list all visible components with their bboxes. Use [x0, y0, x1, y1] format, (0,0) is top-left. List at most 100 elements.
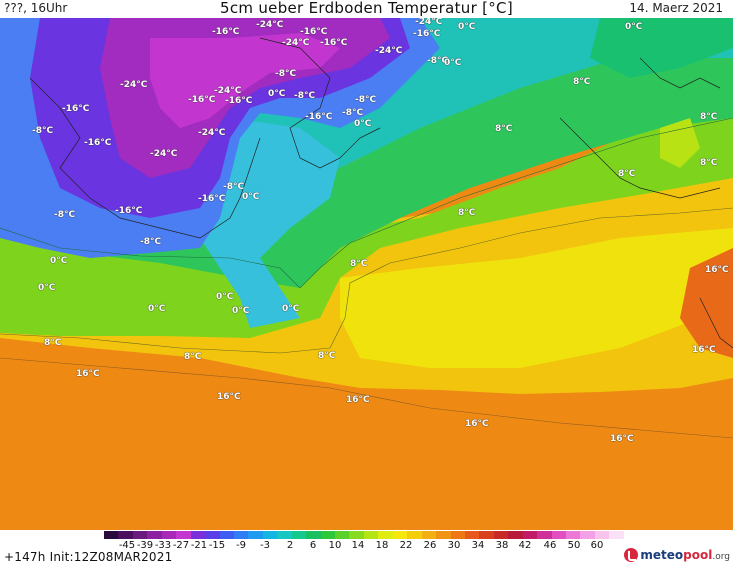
isotherm-label: -24°C: [375, 46, 403, 56]
isotherm-label: 8°C: [458, 208, 476, 218]
colorbar-swatch: [219, 531, 234, 539]
colorbar-swatch: [580, 531, 595, 539]
isotherm-label: 0°C: [354, 119, 372, 129]
meteopool-logo-icon: [624, 548, 639, 562]
colorbar-swatch: [262, 531, 278, 539]
colorbar-swatch: [378, 531, 393, 539]
isotherm-label: -24°C: [282, 38, 310, 48]
colorbar-swatch: [450, 531, 465, 539]
logo-tld: .org: [712, 552, 730, 562]
isotherm-label: 8°C: [573, 77, 591, 87]
colorbar-tick-label: -9: [236, 540, 246, 551]
isotherm-label: -16°C: [212, 27, 240, 37]
colorbar-swatch: [479, 531, 494, 539]
isotherm-label: 16°C: [346, 395, 370, 405]
isotherm-label: -16°C: [413, 29, 441, 39]
colorbar-swatch: [566, 531, 581, 539]
isotherm-label: -24°C: [415, 18, 443, 27]
colorbar-ticks: -45 -39 -33 -27 -21 -15 -9 -3 2 6 10 14 18 22 26 30 34 38…: [104, 540, 632, 552]
colorbar-tick-label: 2: [286, 540, 294, 551]
colorbar-swatch: [407, 531, 422, 539]
logo-brand: meteo: [640, 548, 684, 562]
isotherm-label: -24°C: [150, 149, 178, 159]
temperature-map: -24°C -16°C -16°C -24°C 0°C 0°C -24°C -16°C -16°…: [0, 18, 733, 530]
colorbar-tick-label: 60: [590, 540, 604, 551]
colorbar-swatch: [493, 531, 509, 539]
isotherm-label: 8°C: [318, 351, 336, 361]
isotherm-label: 8°C: [618, 169, 636, 179]
isotherm-label: -8°C: [342, 108, 364, 118]
colorbar-tick-label: 34: [471, 540, 485, 551]
colorbar-tick-label: 50: [567, 540, 581, 551]
colorbar-tick-label: 38: [495, 540, 509, 551]
isotherm-label: -16°C: [198, 194, 226, 204]
valid-date-label: 14. Maerz 2021: [629, 1, 723, 15]
colorbar-swatch: [248, 531, 263, 539]
colorbar-swatch: [205, 531, 220, 539]
isotherm-label: 8°C: [700, 158, 718, 168]
isotherm-label: 16°C: [692, 345, 716, 355]
temperature-field: [0, 18, 733, 530]
isotherm-label: -16°C: [84, 138, 112, 148]
isotherm-label: 0°C: [242, 192, 260, 202]
colorbar-tick-label: 46: [543, 540, 557, 551]
isotherm-label: 0°C: [282, 304, 300, 314]
colorbar-swatch: [132, 531, 148, 539]
map-title: 5cm ueber Erdboden Temperatur [°C]: [220, 0, 513, 17]
colorbar-tick-label: -21: [190, 540, 208, 551]
isotherm-label: -8°C: [32, 126, 54, 136]
isotherm-label: 0°C: [216, 292, 234, 302]
isotherm-label: -8°C: [140, 237, 162, 247]
isotherm-label: -8°C: [275, 69, 297, 79]
valid-time-label: ???, 16Uhr: [4, 1, 68, 15]
isotherm-label: -8°C: [294, 91, 316, 101]
isotherm-label: -24°C: [214, 86, 242, 96]
colorbar-swatch: [436, 531, 451, 539]
colorbar-swatch: [118, 531, 133, 539]
footer-bar: -45 -39 -33 -27 -21 -15 -9 -3 2 6 10 14 18 22 26 30 34 38…: [0, 530, 733, 566]
isotherm-label: 8°C: [44, 338, 62, 348]
colorbar-swatch: [594, 531, 610, 539]
init-time-label: +147h Init:12Z08MAR2021: [4, 550, 173, 564]
isotherm-label: -8°C: [427, 56, 449, 66]
colorbar-swatch: [291, 531, 307, 539]
isotherm-label: 16°C: [705, 265, 729, 275]
colorbar-swatch: [421, 531, 437, 539]
isotherm-label: -16°C: [305, 112, 333, 122]
isotherm-label: 8°C: [184, 352, 202, 362]
colorbar-swatch: [306, 531, 321, 539]
colorbar-swatch: [190, 531, 206, 539]
colorbar-tick-label: 30: [447, 540, 461, 551]
colorbar-swatch: [335, 531, 350, 539]
colorbar-tick-label: -45: [118, 540, 136, 551]
isotherm-label: -8°C: [223, 182, 245, 192]
meteopool-logo[interactable]: meteopool.org: [624, 546, 730, 564]
logo-text: meteopool.org: [640, 548, 730, 562]
isotherm-label: 0°C: [458, 22, 476, 32]
isotherm-label: 0°C: [444, 58, 462, 68]
colorbar-tick-label: 18: [375, 540, 389, 551]
colorbar-tick-label: 6: [309, 540, 317, 551]
isotherm-label: -16°C: [225, 96, 253, 106]
isotherm-label: 8°C: [700, 112, 718, 122]
colorbar: [104, 531, 624, 539]
isotherm-label: 16°C: [217, 392, 241, 402]
isotherm-label: 16°C: [76, 369, 100, 379]
colorbar-tick-label: -33: [154, 540, 172, 551]
colorbar-swatch: [104, 531, 119, 539]
isotherm-label: 0°C: [625, 22, 643, 32]
colorbar-tick-label: -3: [260, 540, 270, 551]
colorbar-tick-label: 22: [399, 540, 413, 551]
header-bar: ???, 16Uhr 5cm ueber Erdboden Temperatur…: [0, 0, 733, 18]
colorbar-tick-label: -39: [136, 540, 154, 551]
isotherm-label: 8°C: [495, 124, 513, 134]
colorbar-swatch: [349, 531, 364, 539]
isotherm-label: -16°C: [115, 206, 143, 216]
colorbar-swatch: [176, 531, 191, 539]
colorbar-tick-label: -15: [208, 540, 226, 551]
isotherm-label: -16°C: [320, 38, 348, 48]
isotherm-label: -16°C: [300, 27, 328, 37]
isotherm-label: 0°C: [268, 89, 286, 99]
isotherm-label: -8°C: [54, 210, 76, 220]
colorbar-swatch: [508, 531, 523, 539]
